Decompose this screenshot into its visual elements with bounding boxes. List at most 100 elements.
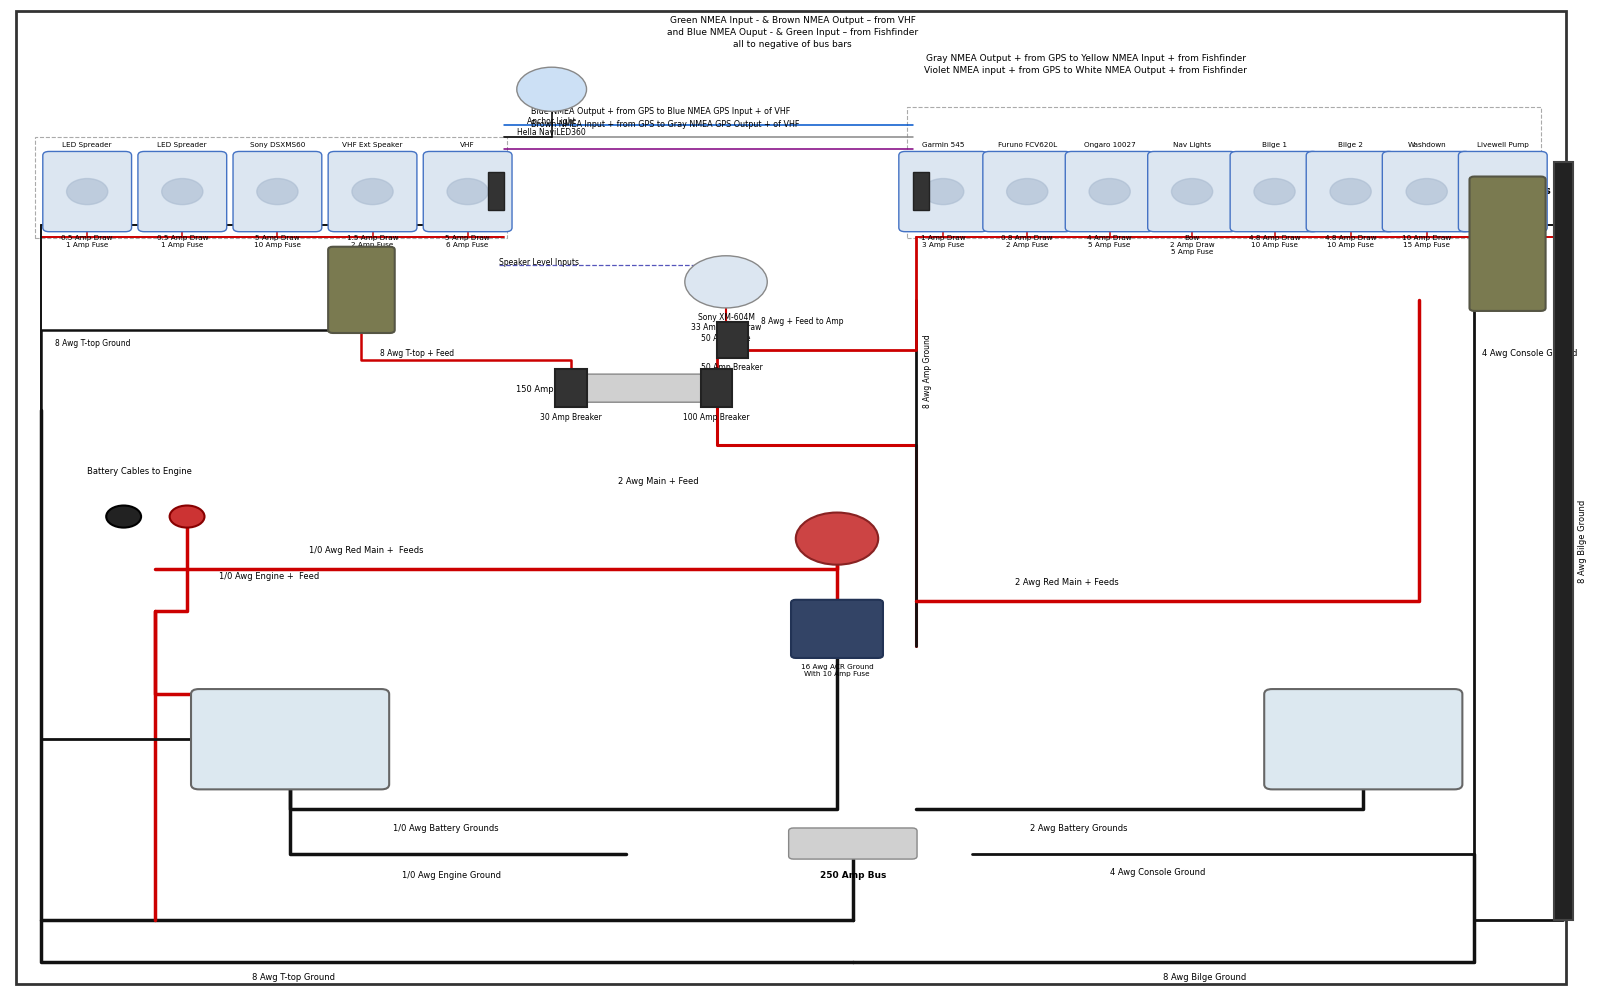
Text: Bilge 2: Bilge 2 xyxy=(1338,142,1363,148)
Bar xyxy=(717,323,749,359)
FancyBboxPatch shape xyxy=(1306,152,1395,232)
Text: Furuno FCV620L: Furuno FCV620L xyxy=(998,142,1056,148)
Circle shape xyxy=(1330,179,1371,205)
Text: 1/0 Awg Red Main +  Feeds: 1/0 Awg Red Main + Feeds xyxy=(309,545,424,554)
FancyBboxPatch shape xyxy=(138,152,227,232)
Text: Ongaro 10027: Ongaro 10027 xyxy=(1083,142,1136,148)
Text: 4 Awg Console Ground: 4 Awg Console Ground xyxy=(1482,349,1578,357)
Text: Brown NMEA Input + from GPS to Gray NMEA GPS Output + of VHF: Brown NMEA Input + from GPS to Gray NMEA… xyxy=(531,120,800,129)
Text: Bow
2 Amp Draw
5 Amp Fuse: Bow 2 Amp Draw 5 Amp Fuse xyxy=(1170,234,1214,255)
Text: Speaker Level Inputs: Speaker Level Inputs xyxy=(499,259,579,267)
Circle shape xyxy=(1254,179,1294,205)
Text: all to negative of bus bars: all to negative of bus bars xyxy=(733,40,851,49)
Text: 30 Amp Breaker: 30 Amp Breaker xyxy=(539,413,602,422)
FancyBboxPatch shape xyxy=(234,152,322,232)
Bar xyxy=(35,138,507,238)
Bar xyxy=(488,172,504,210)
Text: 2 Awg Battery Grounds: 2 Awg Battery Grounds xyxy=(1030,824,1128,833)
Circle shape xyxy=(170,506,205,528)
Text: Bilge 1: Bilge 1 xyxy=(1262,142,1286,148)
FancyBboxPatch shape xyxy=(578,375,706,403)
FancyBboxPatch shape xyxy=(982,152,1072,232)
Text: 4 Awg Console Ground: 4 Awg Console Ground xyxy=(1110,867,1205,876)
Text: 0.5 Amp Draw
1 Amp Fuse: 0.5 Amp Draw 1 Amp Fuse xyxy=(61,234,114,247)
Text: 8 Awg T-top Ground: 8 Awg T-top Ground xyxy=(56,339,131,347)
FancyBboxPatch shape xyxy=(328,152,418,232)
Text: 150 Amp Bus: 150 Amp Bus xyxy=(517,385,573,393)
Text: 1/0 Awg Battery Grounds: 1/0 Awg Battery Grounds xyxy=(394,824,499,833)
Text: 8 Awg Amp Ground: 8 Awg Amp Ground xyxy=(923,334,931,408)
Circle shape xyxy=(162,179,203,205)
Text: 100 Amp Breaker: 100 Amp Breaker xyxy=(683,413,750,422)
Text: VHF Ext Speaker: VHF Ext Speaker xyxy=(342,142,403,148)
Circle shape xyxy=(106,506,141,528)
Text: LED Spreader: LED Spreader xyxy=(157,142,206,148)
Text: 100 Amp Bus: 100 Amp Bus xyxy=(1478,185,1550,195)
Text: 8 Awg + Feed to Amp: 8 Awg + Feed to Amp xyxy=(762,317,843,326)
Bar xyxy=(914,172,930,210)
Text: Sony XM-604M
33 Amp Max Draw
50 Amp Fuse: Sony XM-604M 33 Amp Max Draw 50 Amp Fuse xyxy=(691,313,762,343)
Text: 8 Awg T-top + Feed: 8 Awg T-top + Feed xyxy=(381,349,454,358)
Text: 2.8 Amp Draw
5 Amp Fuse: 2.8 Amp Draw 5 Amp Fuse xyxy=(1477,234,1528,247)
Text: 16 Awg ACR Ground
With 10 Amp Fuse: 16 Awg ACR Ground With 10 Amp Fuse xyxy=(800,663,874,676)
Circle shape xyxy=(352,179,394,205)
Text: Green NMEA Input - & Brown NMEA Output – from VHF: Green NMEA Input - & Brown NMEA Output –… xyxy=(670,16,915,25)
Text: 1 Amp Draw
3 Amp Fuse: 1 Amp Draw 3 Amp Fuse xyxy=(922,234,965,247)
Text: Violet NMEA input + from GPS to White NMEA Output + from Fishfinder: Violet NMEA input + from GPS to White NM… xyxy=(925,66,1248,75)
Bar xyxy=(1554,163,1573,920)
Text: HOUSE
BATTERY: HOUSE BATTERY xyxy=(1339,728,1387,750)
Text: 4.8 Amp Draw
10 Amp Fuse: 4.8 Amp Draw 10 Amp Fuse xyxy=(1325,234,1376,247)
Circle shape xyxy=(1171,179,1213,205)
Text: 50 Amp Breaker: 50 Amp Breaker xyxy=(701,363,763,372)
Text: 8 Awg Bilge Ground: 8 Awg Bilge Ground xyxy=(1163,972,1246,981)
Text: Blue NMEA Output + from GPS to Blue NMEA GPS Input + of VHF: Blue NMEA Output + from GPS to Blue NMEA… xyxy=(531,107,790,116)
Text: Battery Cables to Engine: Battery Cables to Engine xyxy=(86,467,192,475)
Text: Sony DSXMS60: Sony DSXMS60 xyxy=(250,142,306,148)
FancyBboxPatch shape xyxy=(43,152,131,232)
Text: VHF: VHF xyxy=(461,142,475,148)
Text: Washdown: Washdown xyxy=(1408,142,1446,148)
Circle shape xyxy=(923,179,963,205)
FancyBboxPatch shape xyxy=(1382,152,1470,232)
Text: 1.5 Amp Draw
2 Amp Fuse: 1.5 Amp Draw 2 Amp Fuse xyxy=(347,234,398,247)
Text: LED Spreader: LED Spreader xyxy=(62,142,112,148)
Bar xyxy=(907,108,1541,238)
FancyBboxPatch shape xyxy=(790,600,883,658)
FancyBboxPatch shape xyxy=(1264,689,1462,790)
Circle shape xyxy=(1006,179,1048,205)
Circle shape xyxy=(517,68,587,112)
Circle shape xyxy=(685,257,768,309)
Circle shape xyxy=(1090,179,1130,205)
Circle shape xyxy=(1406,179,1448,205)
FancyBboxPatch shape xyxy=(1147,152,1237,232)
Text: 1/0 Awg Engine +  Feed: 1/0 Awg Engine + Feed xyxy=(219,572,318,580)
Text: Nav Lights: Nav Lights xyxy=(1173,142,1211,148)
Circle shape xyxy=(446,179,488,205)
Text: 0.8 Amp Draw
2 Amp Fuse: 0.8 Amp Draw 2 Amp Fuse xyxy=(1002,234,1053,247)
Bar xyxy=(701,370,733,408)
FancyBboxPatch shape xyxy=(1469,177,1546,312)
Text: Garmin 545: Garmin 545 xyxy=(922,142,965,148)
Text: 10 Amp Draw
15 Amp Fuse: 10 Amp Draw 15 Amp Fuse xyxy=(1402,234,1451,247)
Circle shape xyxy=(795,513,878,565)
Text: Gray NMEA Output + from GPS to Yellow NMEA Input + from Fishfinder: Gray NMEA Output + from GPS to Yellow NM… xyxy=(926,54,1246,63)
Text: 2 Awg Main + Feed: 2 Awg Main + Feed xyxy=(618,477,699,485)
Text: 4.8 Amp Draw
10 Amp Fuse: 4.8 Amp Draw 10 Amp Fuse xyxy=(1248,234,1301,247)
Bar xyxy=(555,370,587,408)
Text: 1/0 Awg Engine Ground: 1/0 Awg Engine Ground xyxy=(402,870,501,879)
FancyBboxPatch shape xyxy=(899,152,987,232)
Text: Anchor Light
Hella NaviLED360: Anchor Light Hella NaviLED360 xyxy=(517,117,586,136)
Text: 5 Amp Draw
6 Amp Fuse: 5 Amp Draw 6 Amp Fuse xyxy=(445,234,490,247)
Text: 2 Awg Red Main + Feeds: 2 Awg Red Main + Feeds xyxy=(1014,577,1118,586)
Text: 0.5 Amp Draw
1 Amp Fuse: 0.5 Amp Draw 1 Amp Fuse xyxy=(157,234,208,247)
FancyBboxPatch shape xyxy=(789,828,917,860)
Text: 8 Awg T-top Ground: 8 Awg T-top Ground xyxy=(251,972,334,981)
Text: 5 Amp Draw
10 Amp Fuse: 5 Amp Draw 10 Amp Fuse xyxy=(254,234,301,247)
FancyBboxPatch shape xyxy=(190,689,389,790)
FancyBboxPatch shape xyxy=(328,247,395,334)
FancyBboxPatch shape xyxy=(1066,152,1154,232)
Circle shape xyxy=(258,179,298,205)
FancyBboxPatch shape xyxy=(1230,152,1318,232)
Text: 4 Amp Draw
5 Amp Fuse: 4 Amp Draw 5 Amp Fuse xyxy=(1088,234,1131,247)
FancyBboxPatch shape xyxy=(424,152,512,232)
